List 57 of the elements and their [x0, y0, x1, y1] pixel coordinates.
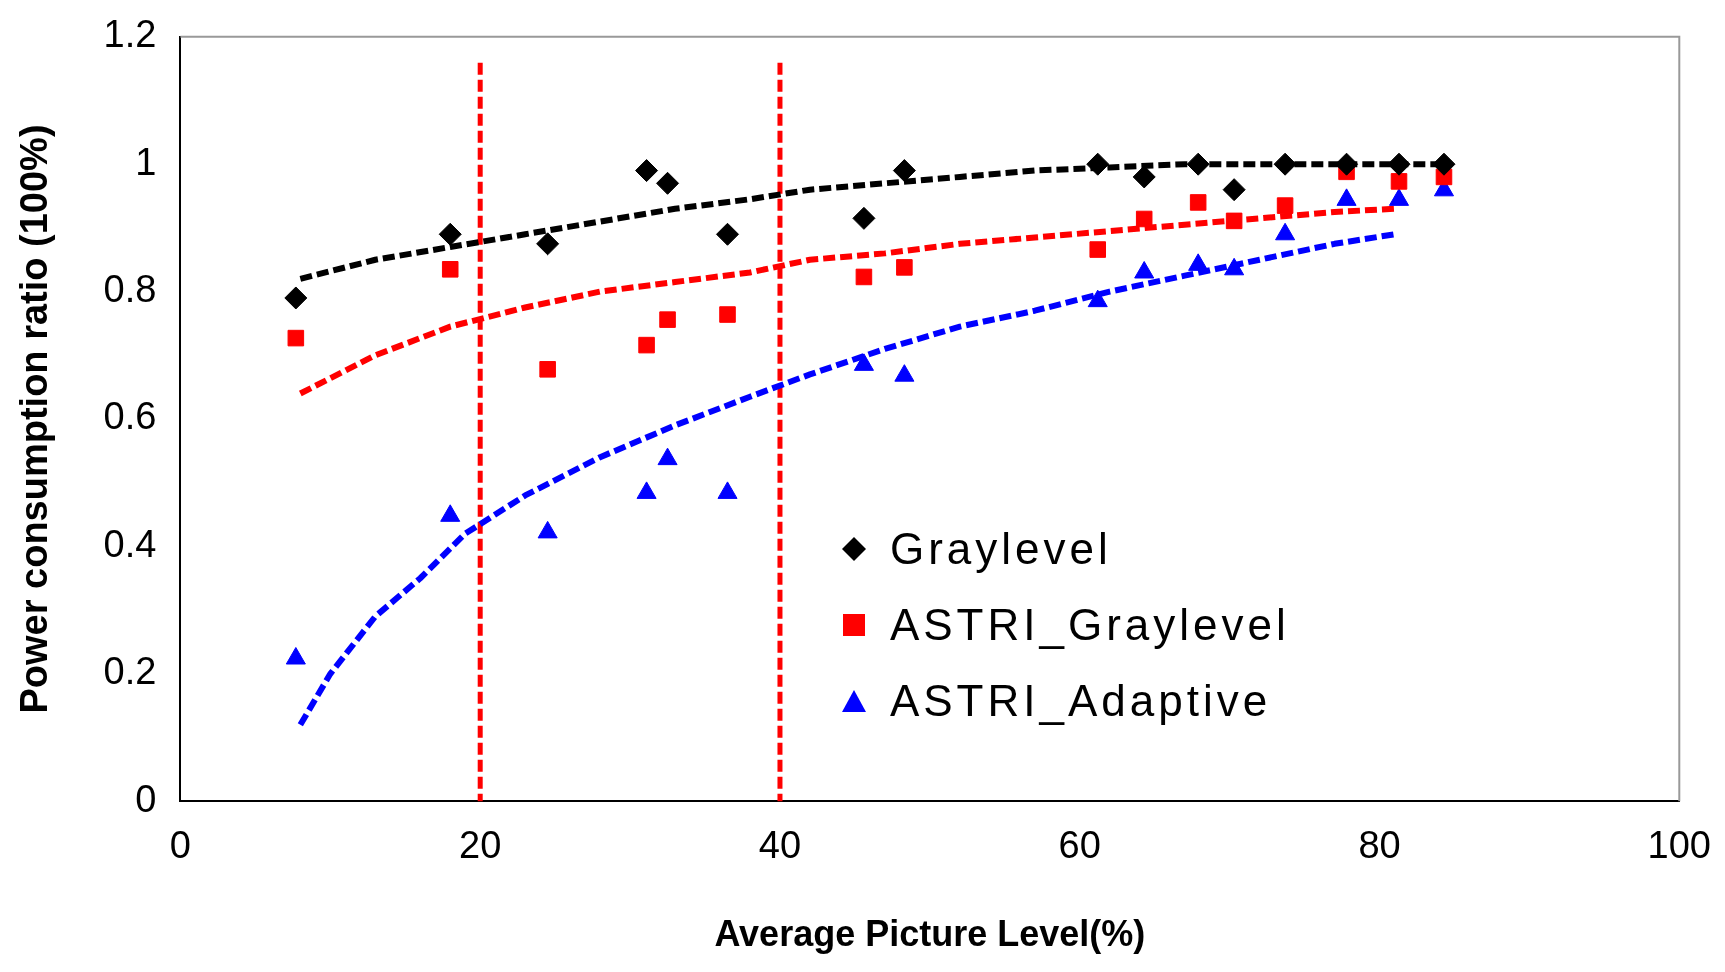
point — [438, 222, 462, 246]
point — [894, 364, 915, 382]
point — [539, 361, 556, 378]
point — [638, 336, 655, 354]
point — [1225, 212, 1243, 230]
point — [1132, 165, 1156, 189]
y-tick-label: 1.2 — [103, 13, 157, 56]
point — [1186, 152, 1210, 176]
point — [1087, 289, 1108, 308]
point — [1432, 152, 1456, 176]
point — [1135, 210, 1153, 228]
x-axis-title: Average Picture Level(%) — [714, 913, 1146, 955]
y-tick-label: 1 — [135, 140, 157, 183]
point — [659, 311, 676, 328]
y-axis-title: Power consumption ratio (100%) — [13, 124, 56, 714]
point — [635, 159, 659, 183]
x-tick-label: 40 — [758, 824, 802, 867]
point — [1276, 197, 1294, 214]
y-tick-label: 0.2 — [103, 650, 157, 693]
point — [1335, 152, 1359, 176]
point — [1089, 241, 1107, 258]
y-tick-label: 0.6 — [103, 395, 157, 438]
x-tick-label: 80 — [1358, 824, 1401, 867]
legend-label: Graylevel — [889, 522, 1112, 575]
y-tick-label: 0.8 — [103, 268, 157, 311]
point — [636, 481, 657, 499]
point — [896, 259, 913, 276]
y-tick-label: 0.4 — [103, 522, 157, 565]
y-tick-label: 0 — [135, 777, 157, 820]
x-tick-label: 100 — [1647, 824, 1711, 867]
legend-label: ASTRI_Graylevel — [889, 598, 1290, 651]
point — [1086, 152, 1110, 176]
point — [717, 481, 738, 499]
point — [287, 329, 305, 347]
x-tick-label: 20 — [459, 824, 502, 867]
point — [536, 232, 560, 256]
point — [1189, 194, 1207, 211]
point — [852, 206, 876, 230]
point — [1387, 152, 1411, 176]
point — [285, 647, 306, 665]
point — [853, 353, 874, 371]
point — [656, 171, 680, 195]
point — [440, 504, 461, 522]
point — [284, 286, 308, 310]
point — [1222, 178, 1246, 202]
point — [1273, 152, 1297, 176]
point — [657, 447, 678, 466]
point — [892, 159, 916, 183]
point — [1390, 173, 1408, 190]
point — [716, 222, 740, 246]
point — [441, 261, 459, 278]
point — [537, 520, 558, 539]
point — [855, 268, 873, 286]
point — [719, 306, 736, 323]
x-tick-label: 0 — [169, 824, 191, 867]
legend-label: ASTRI_Adaptive — [889, 674, 1272, 727]
x-tick-label: 60 — [1058, 824, 1101, 867]
